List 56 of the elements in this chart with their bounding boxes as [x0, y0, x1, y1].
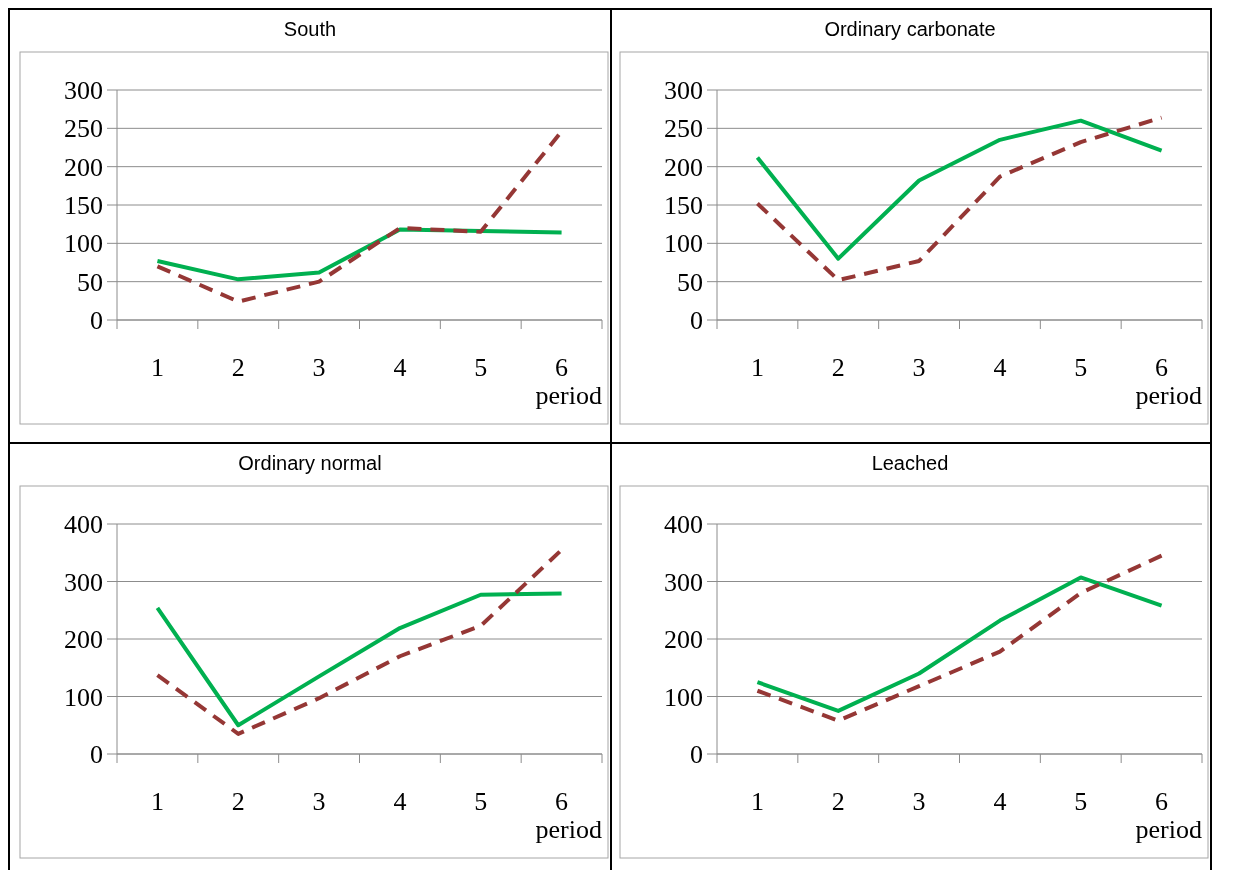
x-tick-label: 5 — [474, 353, 488, 382]
y-tick-label: 50 — [677, 267, 703, 297]
x-axis-title: period — [535, 381, 602, 410]
chart-title: South — [283, 18, 337, 40]
y-tick-label: 400 — [664, 510, 703, 540]
x-tick-label: 5 — [474, 787, 488, 816]
y-tick-label: 400 — [64, 510, 103, 540]
chart-title: Ordinary carbonate — [824, 18, 996, 40]
x-tick-label: 1 — [750, 353, 764, 382]
y-tick-label: 0 — [90, 306, 103, 336]
x-tick-label: 4 — [393, 787, 407, 816]
x-tick-label: 1 — [750, 787, 764, 816]
x-tick-label: 6 — [1155, 353, 1169, 382]
x-tick-label: 1 — [150, 787, 164, 816]
y-tick-label: 300 — [64, 76, 103, 106]
y-tick-label: 200 — [664, 625, 703, 655]
chart-title: Leached — [871, 452, 949, 474]
x-tick-label: 4 — [393, 353, 407, 382]
y-tick-label: 250 — [664, 114, 703, 144]
x-tick-label: 3 — [312, 787, 326, 816]
x-axis-title: period — [1135, 815, 1202, 844]
x-tick-label: 6 — [1155, 787, 1169, 816]
x-tick-label: 2 — [231, 787, 245, 816]
x-tick-label: 6 — [555, 353, 569, 382]
x-tick-label: 1 — [150, 353, 164, 382]
y-tick-label: 300 — [64, 567, 103, 597]
x-tick-label: 6 — [555, 787, 569, 816]
y-tick-label: 100 — [64, 229, 103, 259]
y-tick-label: 0 — [690, 306, 703, 336]
y-tick-label: 200 — [64, 152, 103, 182]
x-tick-label: 5 — [1074, 353, 1088, 382]
x-tick-label: 5 — [1074, 787, 1088, 816]
y-tick-label: 300 — [664, 76, 703, 106]
x-tick-label: 3 — [312, 353, 326, 382]
chart-title: Ordinary normal — [238, 452, 382, 474]
x-axis-title: period — [535, 815, 602, 844]
y-tick-label: 0 — [690, 740, 703, 770]
x-tick-label: 4 — [993, 353, 1007, 382]
y-tick-label: 100 — [664, 682, 703, 712]
y-tick-label: 150 — [664, 191, 703, 221]
y-tick-label: 100 — [664, 229, 703, 259]
y-tick-label: 0 — [90, 740, 103, 770]
x-tick-label: 4 — [993, 787, 1007, 816]
x-tick-label: 3 — [912, 787, 926, 816]
x-tick-label: 2 — [231, 353, 245, 382]
x-tick-label: 2 — [831, 353, 845, 382]
x-tick-label: 3 — [912, 353, 926, 382]
x-tick-label: 2 — [831, 787, 845, 816]
x-axis-title: period — [1135, 381, 1202, 410]
y-tick-label: 300 — [664, 567, 703, 597]
y-tick-label: 50 — [77, 267, 103, 297]
y-tick-label: 250 — [64, 114, 103, 144]
y-tick-label: 200 — [664, 152, 703, 182]
y-tick-label: 150 — [64, 191, 103, 221]
y-tick-label: 200 — [64, 625, 103, 655]
y-tick-label: 100 — [64, 682, 103, 712]
